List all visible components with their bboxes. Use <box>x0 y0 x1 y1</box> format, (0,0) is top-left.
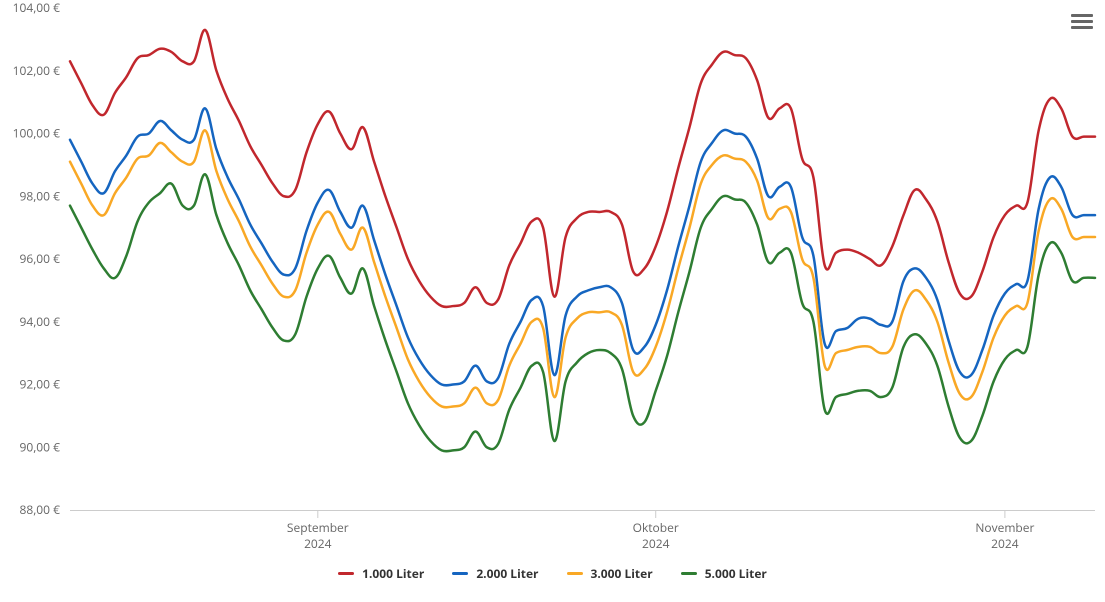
svg-text:Oktober: Oktober <box>633 519 679 536</box>
legend-swatch-5000l <box>681 572 697 575</box>
svg-text:2024: 2024 <box>991 535 1019 552</box>
legend-swatch-1000l <box>338 572 354 575</box>
legend-item-3000l[interactable]: 3.000 Liter <box>567 565 653 582</box>
svg-text:2024: 2024 <box>642 535 670 552</box>
hamburger-menu-icon[interactable] <box>1071 10 1093 32</box>
svg-text:September: September <box>287 519 349 536</box>
svg-text:92,00 €: 92,00 € <box>19 376 60 393</box>
chart-legend: 1.000 Liter 2.000 Liter 3.000 Liter 5.00… <box>0 565 1105 582</box>
legend-swatch-3000l <box>567 572 583 575</box>
price-chart: 88,00 € 90,00 € 92,00 € 94,00 € 96,00 € 98,00… <box>0 0 1105 602</box>
legend-swatch-2000l <box>452 572 468 575</box>
svg-text:90,00 €: 90,00 € <box>19 438 60 455</box>
chart-plot-area: 88,00 € 90,00 € 92,00 € 94,00 € 96,00 € 98,00… <box>0 0 1105 602</box>
svg-text:98,00 €: 98,00 € <box>19 187 60 204</box>
legend-label: 2.000 Liter <box>476 565 538 582</box>
legend-label: 3.000 Liter <box>591 565 653 582</box>
legend-label: 1.000 Liter <box>362 565 424 582</box>
legend-item-1000l[interactable]: 1.000 Liter <box>338 565 424 582</box>
legend-item-5000l[interactable]: 5.000 Liter <box>681 565 767 582</box>
svg-text:102,00 €: 102,00 € <box>13 62 61 79</box>
svg-text:100,00 €: 100,00 € <box>13 125 61 142</box>
svg-text:2024: 2024 <box>304 535 332 552</box>
svg-text:94,00 €: 94,00 € <box>19 313 60 330</box>
svg-text:88,00 €: 88,00 € <box>19 501 60 518</box>
legend-item-2000l[interactable]: 2.000 Liter <box>452 565 538 582</box>
svg-text:96,00 €: 96,00 € <box>19 250 60 267</box>
legend-label: 5.000 Liter <box>705 565 767 582</box>
svg-text:104,00 €: 104,00 € <box>13 0 61 16</box>
svg-text:November: November <box>975 519 1034 536</box>
